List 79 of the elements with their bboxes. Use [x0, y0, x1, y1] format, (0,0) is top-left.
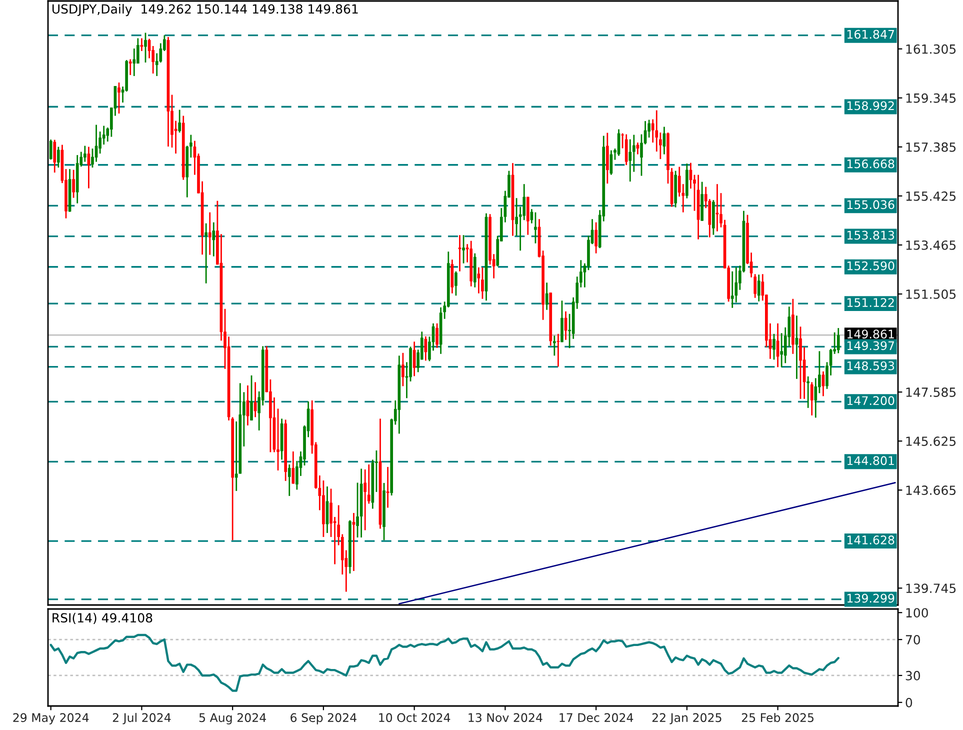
candlestick: [477, 266, 480, 294]
ref-line-label: 151.122: [847, 298, 894, 307]
candlestick: [481, 266, 484, 300]
candlestick: [292, 450, 295, 484]
candlestick: [836, 327, 840, 354]
x-tick-label: 29 May 2024: [13, 713, 89, 724]
y-tick-label: 100: [906, 608, 928, 618]
candlestick: [757, 274, 760, 302]
y-tick-label: 30: [906, 670, 920, 680]
candlestick: [118, 82, 120, 114]
candlestick: [212, 222, 216, 258]
y-tick-label: 155.425: [906, 191, 956, 201]
ref-line-label: 141.628: [847, 536, 894, 544]
ref-line-label: 144.801: [847, 456, 894, 466]
candlestick: [140, 38, 144, 52]
candlestick: [436, 322, 438, 349]
y-tick-label: 157.385: [906, 142, 956, 152]
candlestick: [83, 145, 86, 163]
ref-line-label: 161.847: [847, 30, 894, 39]
x-tick-label: 5 Aug 2024: [199, 713, 266, 724]
candlestick: [132, 48, 136, 77]
candlestick: [53, 139, 56, 174]
candlestick: [594, 222, 598, 254]
y-tick-label: 0: [906, 698, 912, 708]
y-tick-label: 153.465: [906, 240, 956, 250]
candlestick: [56, 146, 60, 168]
candlestick: [545, 282, 548, 311]
y-tick-label: 151.505: [906, 289, 956, 299]
candlestick: [454, 270, 458, 296]
candlestick: [772, 333, 776, 360]
candlestick: [624, 134, 628, 166]
x-tick-label: 6 Sep 2024: [290, 713, 356, 724]
candlestick: [799, 326, 802, 400]
candlestick: [534, 212, 537, 244]
chart-title: USDJPY,Daily 149.262 150.144 149.138 149.861: [52, 4, 358, 16]
candlestick: [552, 334, 556, 356]
ref-line-label: 156.668: [847, 159, 894, 168]
x-tick-label: 25 Feb 2025: [742, 712, 814, 722]
y-tick-label: 143.665: [906, 486, 956, 496]
y-tick-label: 145.625: [906, 436, 956, 446]
candlestick: [178, 109, 181, 134]
x-tick-label: 22 Jan 2025: [652, 713, 722, 724]
candlestick: [806, 376, 810, 409]
candlestick: [730, 270, 734, 309]
ref-line-label: 139.299: [847, 594, 894, 603]
candlestick: [462, 234, 465, 264]
chart-title: RSI(14) 49.4108: [52, 612, 152, 624]
candlestick: [780, 332, 783, 368]
y-tick-label: 147.585: [906, 388, 956, 397]
x-tick-label: 10 Oct 2024: [379, 713, 450, 722]
ref-line-label: 149.397: [847, 341, 894, 350]
y-tick-label: 159.345: [906, 93, 956, 103]
candlestick: [364, 468, 367, 531]
candlestick: [208, 212, 212, 256]
ref-line-label: 158.992: [847, 101, 894, 110]
y-tick-label: 161.305: [906, 44, 956, 54]
candlestick: [628, 138, 632, 182]
line-series: [50, 634, 840, 692]
candlestick: [49, 138, 52, 160]
candlestick: [402, 352, 404, 387]
ref-line-label: 155.036: [847, 200, 894, 210]
candlestick: [144, 32, 147, 64]
x-tick-label: 13 Nov 2024: [468, 713, 542, 722]
candlestick: [128, 58, 132, 76]
candlestick: [288, 464, 291, 497]
candlestick: [556, 333, 560, 368]
x-tick-label: 17 Dec 2024: [560, 713, 634, 722]
x-tick-label: 2 Jul 2024: [112, 712, 171, 724]
ref-line-label: 147.200: [847, 396, 894, 406]
ref-line-label: 152.590: [847, 261, 894, 270]
y-tick-label: 139.745: [906, 584, 956, 594]
ref-line-label: 148.593: [847, 361, 894, 370]
y-tick-label: 70: [906, 635, 920, 644]
ref-line-label: 149.861: [847, 330, 894, 339]
ref-line-label: 153.813: [847, 230, 894, 240]
candlestick: [810, 381, 814, 416]
candlestick: [72, 169, 75, 199]
candlestick: [204, 222, 208, 284]
candlestick: [250, 374, 253, 422]
